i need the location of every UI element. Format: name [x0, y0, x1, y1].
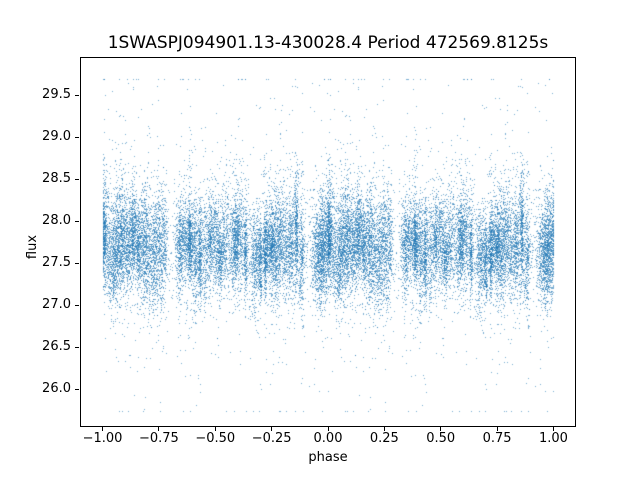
x-tick-mark — [271, 427, 273, 431]
x-tick-mark — [214, 427, 216, 431]
x-tick-mark — [440, 427, 442, 431]
y-tick-mark — [75, 388, 79, 390]
y-tick-mark — [75, 178, 79, 180]
y-tick-mark — [75, 262, 79, 264]
x-tick-mark — [102, 427, 104, 431]
x-tick-mark — [327, 427, 329, 431]
x-axis-label: phase — [308, 450, 348, 465]
y-tick-mark — [75, 346, 79, 348]
x-tick-mark — [552, 427, 554, 431]
y-tick-mark — [75, 304, 79, 306]
y-tick-mark — [75, 94, 79, 96]
x-tick-label: −0.75 — [138, 431, 179, 446]
x-tick-mark — [158, 427, 160, 431]
x-tick-label: −0.50 — [195, 431, 236, 446]
y-axis-label: flux — [25, 234, 40, 260]
y-tick-label: 26.5 — [42, 339, 71, 355]
x-tick-label: 0.75 — [482, 431, 512, 446]
y-tick-mark — [75, 220, 79, 222]
x-tick-label: 0.25 — [369, 431, 399, 446]
x-tick-label: 0.00 — [313, 431, 343, 446]
y-tick-mark — [75, 136, 79, 138]
y-tick-label: 28.0 — [42, 213, 71, 229]
x-tick-mark — [496, 427, 498, 431]
x-tick-label: 0.50 — [426, 431, 456, 446]
x-tick-label: −1.00 — [82, 431, 123, 446]
y-tick-label: 27.0 — [42, 297, 71, 313]
x-tick-label: −0.25 — [251, 431, 292, 446]
y-tick-label: 29.5 — [42, 87, 71, 103]
x-tick-label: 1.00 — [538, 431, 568, 446]
y-tick-label: 26.0 — [42, 381, 71, 397]
plot-frame — [79, 57, 576, 427]
x-tick-mark — [383, 427, 385, 431]
chart-title: 1SWASPJ094901.13-430028.4 Period 472569.… — [107, 33, 549, 53]
y-tick-label: 27.5 — [42, 255, 71, 271]
y-tick-label: 28.5 — [42, 171, 71, 187]
y-tick-label: 29.0 — [42, 129, 71, 145]
